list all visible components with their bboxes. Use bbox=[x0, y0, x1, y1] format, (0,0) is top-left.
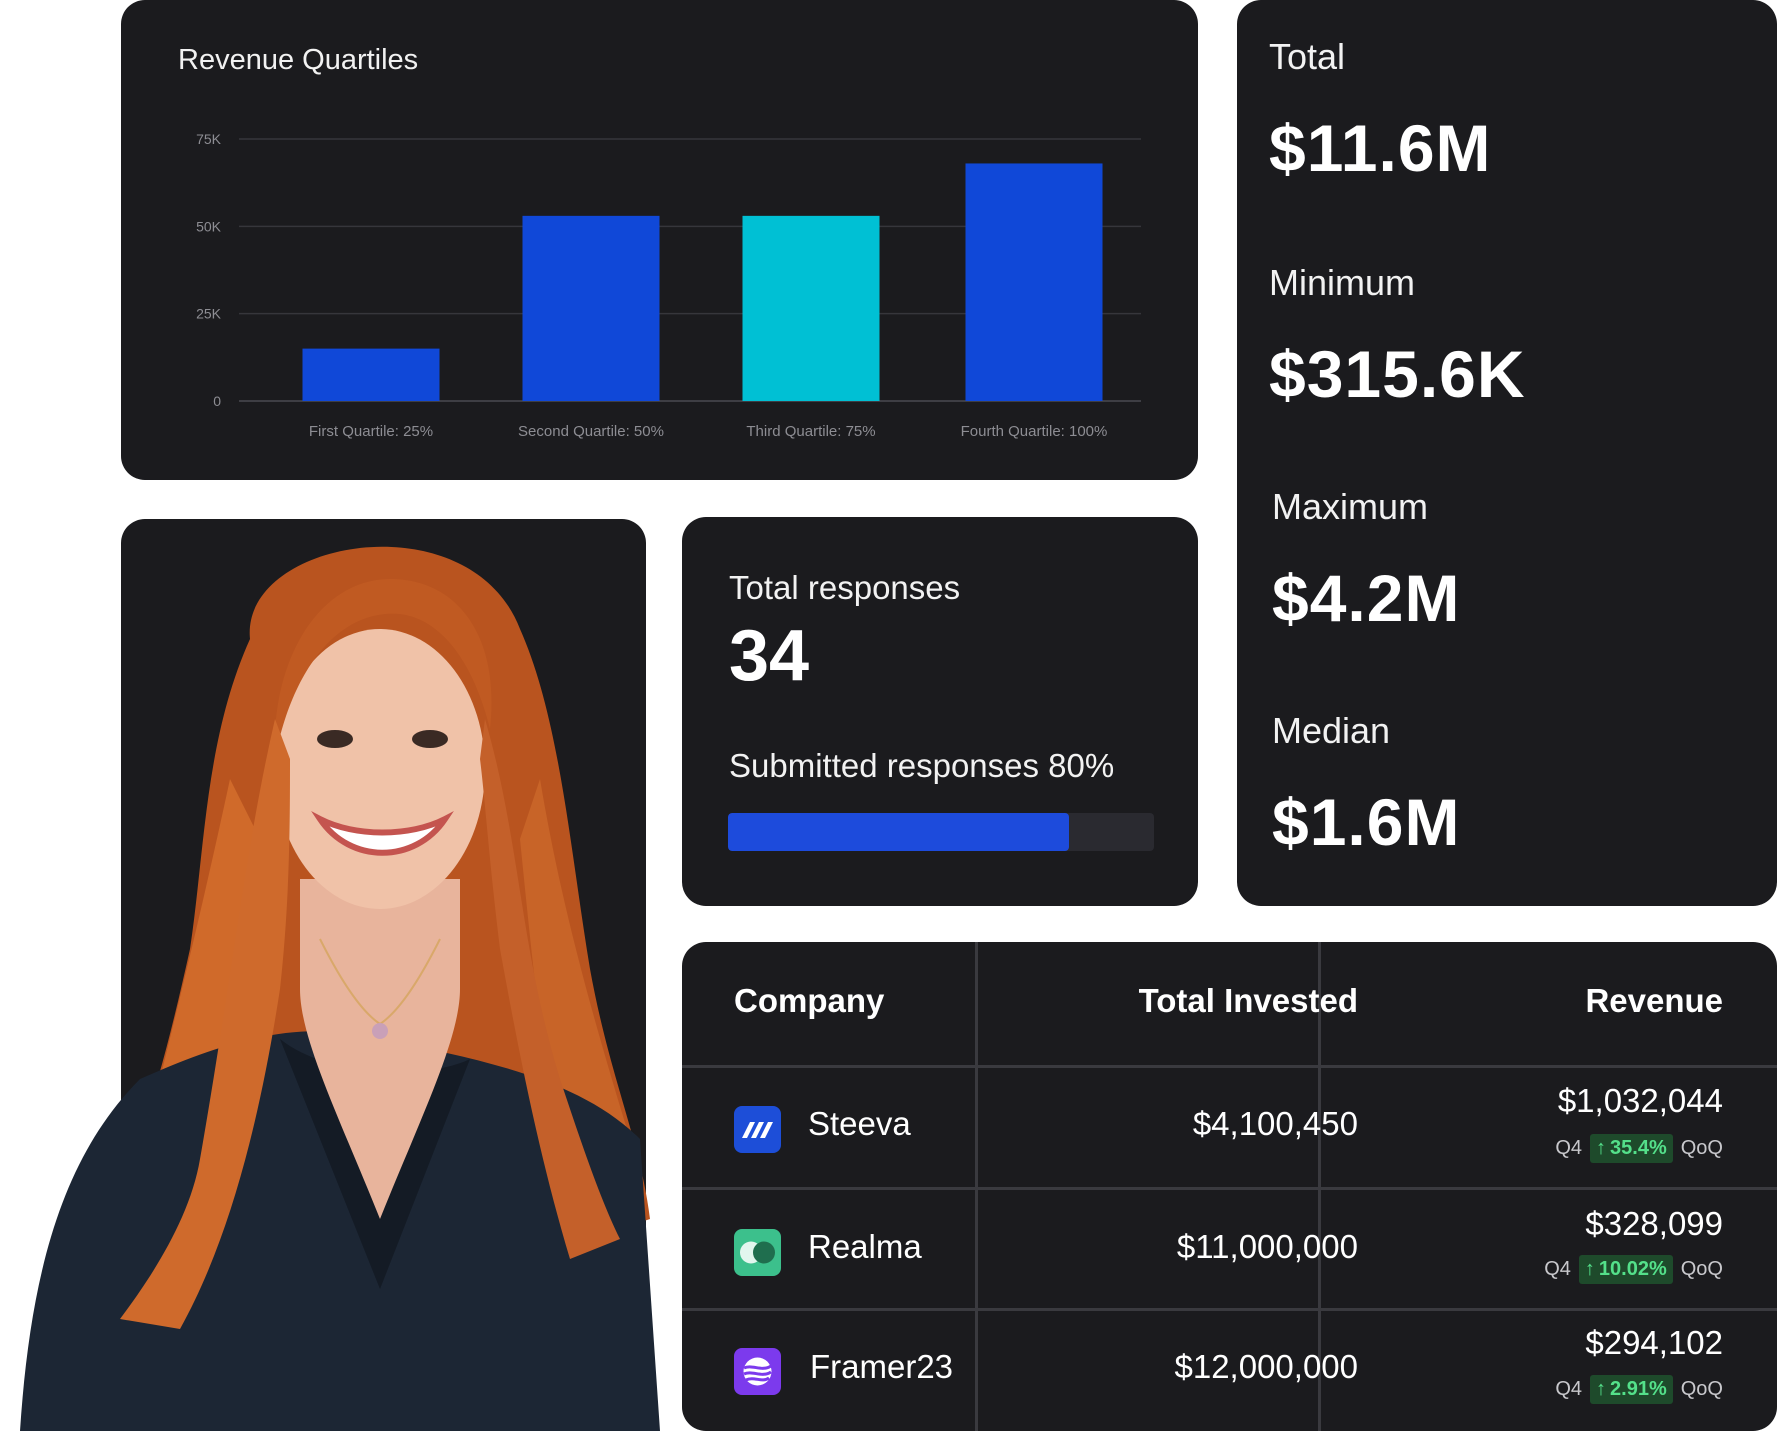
x-tick-label: Fourth Quartile: 100% bbox=[961, 423, 1108, 440]
revenue-value: $1,032,044 bbox=[1557, 1082, 1723, 1119]
realma-logo-icon bbox=[734, 1229, 781, 1276]
bar-1[interactable] bbox=[302, 348, 440, 401]
bar-4[interactable] bbox=[965, 163, 1103, 401]
revenue-value: $294,102 bbox=[1585, 1324, 1723, 1361]
quarter-label: Q4 bbox=[1544, 1258, 1571, 1280]
total-invested: $11,000,000 bbox=[1176, 1228, 1358, 1265]
minimum-value: $315.6K bbox=[1269, 337, 1526, 411]
growth-badge: ↑ 2.91% bbox=[1590, 1375, 1673, 1404]
company-name: Realma bbox=[808, 1228, 922, 1265]
growth-line: Q4 ↑ 2.91% QoQ bbox=[1555, 1375, 1723, 1404]
period-label: QoQ bbox=[1680, 1378, 1723, 1400]
table-row[interactable]: Framer23 $12,000,000 $294,102 Q4 ↑ 2.91%… bbox=[682, 1311, 1777, 1431]
y-tick-label: 0 bbox=[213, 393, 221, 409]
growth-badge: ↑ 10.02% bbox=[1578, 1255, 1673, 1284]
company-name: Framer23 bbox=[810, 1348, 954, 1385]
maximum-label: Maximum bbox=[1272, 486, 1429, 527]
header-company[interactable]: Company bbox=[734, 982, 885, 1019]
growth-line: Q4 ↑ 35.4% QoQ bbox=[1555, 1134, 1723, 1163]
quarter-label: Q4 bbox=[1555, 1137, 1583, 1159]
framer23-logo-icon bbox=[734, 1348, 781, 1395]
table-row[interactable]: Steeva $4,100,450 $1,032,044 Q4 ↑ 35.4% … bbox=[682, 1068, 1777, 1188]
chart-title: Revenue Quartiles bbox=[178, 44, 419, 76]
period-label: QoQ bbox=[1680, 1258, 1723, 1280]
header-revenue[interactable]: Revenue bbox=[1585, 982, 1723, 1019]
submitted-progress-bar bbox=[728, 813, 1154, 851]
total-label: Total bbox=[1269, 36, 1346, 77]
submitted-progress-fill bbox=[728, 813, 1069, 851]
median-value: $1.6M bbox=[1272, 785, 1461, 859]
median-label: Median bbox=[1272, 710, 1391, 751]
y-tick-label: 50K bbox=[196, 218, 222, 234]
x-tick-label: First Quartile: 25% bbox=[309, 423, 433, 440]
responses-card: Total responses 34 Submitted responses 8… bbox=[682, 517, 1198, 906]
bar-3[interactable] bbox=[742, 215, 880, 401]
row-divider bbox=[682, 1308, 1777, 1311]
growth-value: 10.02% bbox=[1598, 1258, 1667, 1280]
row-divider bbox=[682, 1187, 1777, 1190]
period-label: QoQ bbox=[1680, 1137, 1723, 1159]
growth-line: Q4 ↑ 10.02% QoQ bbox=[1544, 1255, 1723, 1284]
steeva-logo-icon bbox=[734, 1106, 781, 1153]
company-table: Company Total Invested Revenue Steeva $4… bbox=[682, 942, 1777, 1431]
revenue-value: $328,099 bbox=[1585, 1205, 1723, 1242]
x-tick-label: Third Quartile: 75% bbox=[746, 423, 875, 440]
revenue-quartiles-card: 0 25K 50K 75K First Quartile: 25% Second Quar… bbox=[121, 0, 1198, 480]
x-tick-label: Second Quartile: 50% bbox=[518, 423, 664, 440]
minimum-label: Minimum bbox=[1269, 262, 1416, 303]
arrow-up-icon: ↑ bbox=[1584, 1258, 1595, 1280]
company-name: Steeva bbox=[808, 1105, 911, 1142]
row-divider bbox=[682, 1065, 1777, 1068]
column-divider bbox=[1318, 942, 1321, 1431]
growth-badge: ↑ 35.4% bbox=[1590, 1134, 1673, 1163]
total-value: $11.6M bbox=[1269, 111, 1492, 185]
header-total-invested[interactable]: Total Invested bbox=[1138, 982, 1358, 1019]
y-tick-label: 25K bbox=[196, 306, 222, 322]
submitted-responses-label: Submitted responses 80% bbox=[729, 747, 1115, 784]
bar-2[interactable] bbox=[522, 215, 660, 401]
revenue-stats-card: Total $11.6M Minimum $315.6K Maximum $4.… bbox=[1237, 0, 1777, 906]
maximum-value: $4.2M bbox=[1272, 561, 1461, 635]
arrow-up-icon: ↑ bbox=[1596, 1137, 1607, 1159]
y-tick-label: 75K bbox=[196, 131, 222, 147]
table-row[interactable]: Realma $11,000,000 $328,099 Q4 ↑ 10.02% … bbox=[682, 1190, 1777, 1310]
quarter-label: Q4 bbox=[1555, 1378, 1583, 1400]
total-invested: $4,100,450 bbox=[1192, 1105, 1358, 1142]
column-divider bbox=[975, 942, 978, 1431]
profile-photo bbox=[20, 546, 660, 1431]
total-responses-label: Total responses bbox=[729, 569, 961, 606]
arrow-up-icon: ↑ bbox=[1596, 1378, 1607, 1400]
revenue-quartiles-chart: 0 25K 50K 75K First Quartile: 25% Second Quar… bbox=[196, 131, 1141, 440]
growth-value: 2.91% bbox=[1610, 1378, 1667, 1400]
total-invested: $12,000,000 bbox=[1174, 1348, 1358, 1385]
growth-value: 35.4% bbox=[1610, 1137, 1667, 1159]
total-responses-count: 34 bbox=[729, 616, 810, 696]
